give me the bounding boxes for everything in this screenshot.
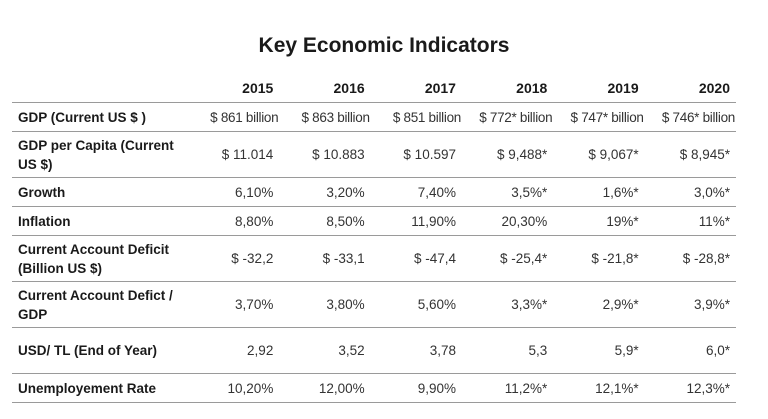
economic-indicators-table: 2015 2016 2017 2018 2019 2020 GDP (Curre… [12, 74, 736, 403]
row-label: Growth [12, 177, 188, 207]
cell-value: $ 9,488* [461, 131, 554, 178]
cell-value: $ 863 billion [279, 102, 371, 132]
cell-value: 6,10% [188, 177, 280, 207]
cell-value: $ -25,4* [461, 235, 554, 282]
cell-value: 12,00% [279, 373, 371, 403]
cell-value: 1,6%* [553, 177, 645, 207]
year-header: 2020 [698, 80, 730, 96]
table-title: Key Economic Indicators [258, 34, 510, 57]
cell-value: 11%* [644, 206, 736, 236]
cell-value: 8,50% [279, 206, 371, 236]
table-row-current-account-deficit: Current Account Deficit (Billion US $) $… [12, 235, 736, 282]
year-header: 2015 [242, 80, 274, 96]
cell-value: 3,70% [188, 281, 280, 328]
cell-value: $ -32,2 [188, 235, 280, 282]
cell-value: 3,0%* [644, 177, 736, 207]
cell-value: $ 747* billion [553, 102, 645, 132]
cell-value: 3,20% [279, 177, 371, 207]
cell-value: $ -28,8* [644, 235, 736, 282]
cell-value: 3,52 [279, 327, 371, 374]
cell-value: $ 772* billion [461, 102, 554, 132]
cell-value: 3,3%* [461, 281, 554, 328]
cell-value: 2,92 [188, 327, 280, 374]
cell-value: 19%* [553, 206, 645, 236]
year-header: 2016 [333, 80, 365, 96]
cell-value: 10,20% [188, 373, 280, 403]
cell-value: 12,3%* [644, 373, 736, 403]
table-row-current-account-deficit-gdp: Current Account Defict / GDP 3,70% 3,80%… [12, 281, 736, 328]
cell-value: 3,5%* [461, 177, 554, 207]
year-header: 2019 [607, 80, 639, 96]
cell-value: $ -47,4 [370, 235, 462, 282]
row-label: Current Account Deficit (Billion US $) [12, 235, 188, 282]
table-row-usd-tl: USD/ TL (End of Year) 2,92 3,52 3,78 5,3… [12, 327, 736, 374]
cell-value: 11,2%* [461, 373, 554, 403]
cell-value: $ 851 billion [370, 102, 462, 132]
cell-value: 9,90% [370, 373, 462, 403]
cell-value: 6,0* [644, 327, 736, 374]
cell-value: $ 9,067* [553, 131, 645, 178]
row-label: GDP per Capita (Current US $) [12, 131, 188, 178]
cell-value: 7,40% [370, 177, 462, 207]
table-row-growth: Growth 6,10% 3,20% 7,40% 3,5%* 1,6%* 3,0… [12, 177, 736, 207]
row-label: Unemployement Rate [12, 373, 188, 403]
cell-value: 3,80% [279, 281, 371, 328]
cell-value: $ -21,8* [553, 235, 645, 282]
header-corner [12, 74, 188, 103]
cell-value: 11,90% [370, 206, 462, 236]
table-row-unemployment: Unemployement Rate 10,20% 12,00% 9,90% 1… [12, 373, 736, 403]
year-header-row: 2015 2016 2017 2018 2019 2020 [12, 74, 736, 103]
year-header: 2017 [424, 80, 456, 96]
cell-value: 5,9* [553, 327, 645, 374]
row-label: Inflation [12, 206, 188, 236]
table-row-inflation: Inflation 8,80% 8,50% 11,90% 20,30% 19%*… [12, 206, 736, 236]
cell-value: $ -33,1 [279, 235, 371, 282]
cell-value: 2,9%* [553, 281, 645, 328]
row-label: USD/ TL (End of Year) [12, 327, 188, 374]
row-label: Current Account Defict / GDP [12, 281, 188, 328]
cell-value: $ 8,945* [644, 131, 736, 178]
cell-value: 3,9%* [644, 281, 736, 328]
cell-value: $ 746* billion [644, 102, 736, 132]
cell-value: 5,60% [370, 281, 462, 328]
cell-value: $ 10.597 [370, 131, 462, 178]
cell-value: 3,78 [370, 327, 462, 374]
cell-value: 8,80% [188, 206, 280, 236]
cell-value: $ 11.014 [188, 131, 280, 178]
cell-value: $ 10.883 [279, 131, 371, 178]
row-label: GDP (Current US $ ) [12, 102, 188, 132]
cell-value: 5,3 [461, 327, 554, 374]
cell-value: $ 861 billion [188, 102, 280, 132]
year-header: 2018 [516, 80, 548, 96]
table-row-gdp: GDP (Current US $ ) $ 861 billion $ 863 … [12, 102, 736, 132]
cell-value: 12,1%* [553, 373, 645, 403]
cell-value: 20,30% [461, 206, 554, 236]
table-row-gdp-per-capita: GDP per Capita (Current US $) $ 11.014 $… [12, 131, 736, 178]
